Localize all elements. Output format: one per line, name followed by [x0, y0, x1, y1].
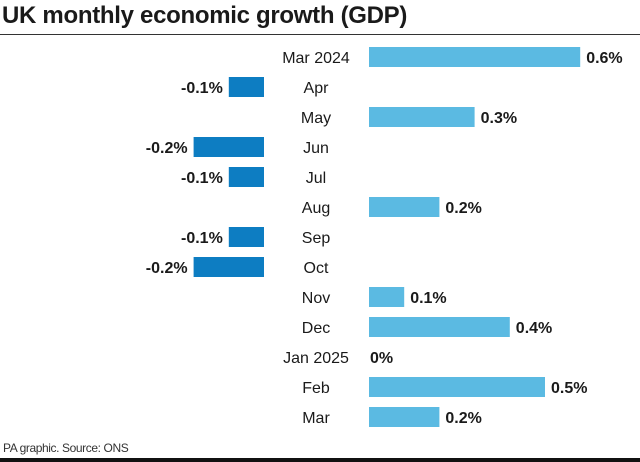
bottom-border — [0, 458, 640, 462]
data-label: -0.1% — [181, 80, 223, 97]
chart-title: UK monthly economic growth (GDP) — [2, 2, 408, 29]
category-label: Jun — [303, 140, 329, 157]
bar — [193, 257, 264, 277]
data-label: -0.1% — [181, 170, 223, 187]
category-label: Mar 2024 — [282, 50, 350, 67]
source-note: PA graphic. Source: ONS — [3, 441, 129, 455]
data-label: 0.3% — [481, 110, 517, 127]
category-label: Feb — [302, 380, 330, 397]
category-label: Apr — [304, 80, 330, 97]
bar — [369, 377, 545, 397]
data-label: 0.2% — [445, 410, 481, 427]
data-label: 0% — [370, 350, 393, 367]
bar — [228, 77, 264, 97]
data-label: -0.2% — [146, 140, 188, 157]
title-divider — [0, 34, 640, 35]
category-label: Oct — [304, 260, 329, 277]
bar — [369, 287, 405, 307]
bar — [369, 407, 440, 427]
data-label: 0.4% — [516, 320, 552, 337]
category-label: Jul — [306, 170, 326, 187]
bar — [193, 137, 264, 157]
data-label: 0.2% — [445, 200, 481, 217]
bar — [228, 167, 264, 187]
bar — [369, 47, 581, 67]
category-label: Mar — [302, 410, 330, 427]
data-label: 0.1% — [410, 290, 446, 307]
bar — [369, 197, 440, 217]
category-label: May — [301, 110, 331, 127]
data-label: 0.6% — [586, 50, 622, 67]
bar — [369, 107, 475, 127]
category-label: Dec — [302, 320, 330, 337]
data-label: -0.1% — [181, 230, 223, 247]
category-label: Jan 2025 — [283, 350, 349, 367]
category-label: Sep — [302, 230, 331, 247]
data-label: 0.5% — [551, 380, 587, 397]
bar — [228, 227, 264, 247]
data-label: -0.2% — [146, 260, 188, 277]
category-label: Nov — [302, 290, 330, 307]
bar — [369, 317, 510, 337]
category-label: Aug — [302, 200, 330, 217]
